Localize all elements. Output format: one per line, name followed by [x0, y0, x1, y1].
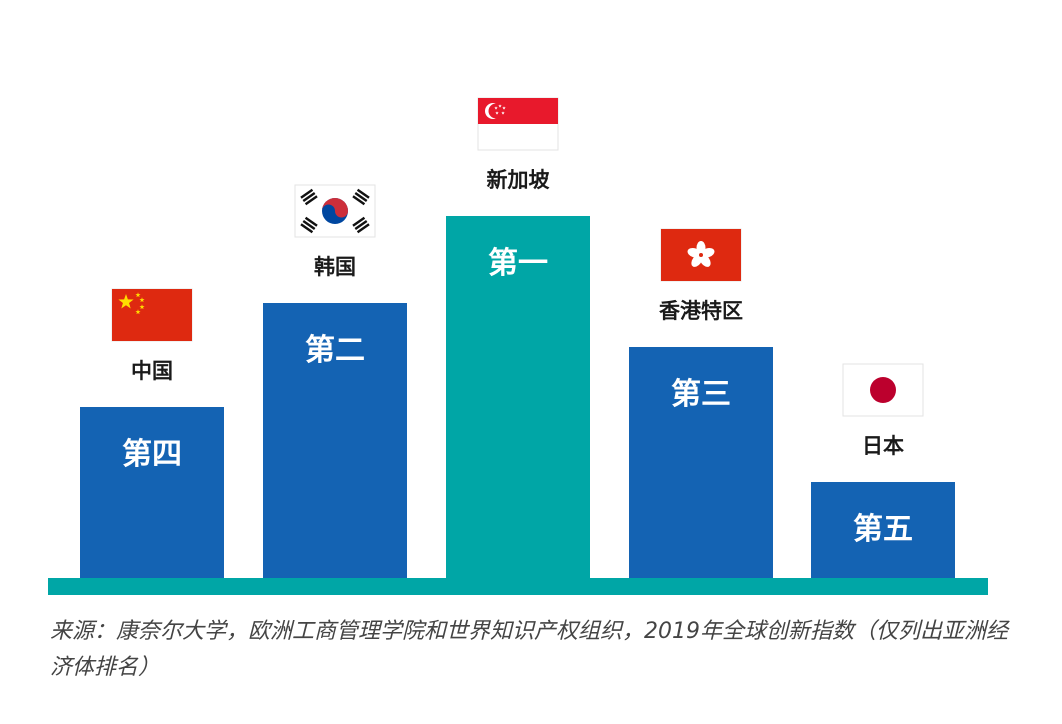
hong-kong-flag-icon: [660, 228, 742, 282]
bar-rank-label: 第二: [305, 333, 365, 368]
bar-5: [811, 482, 955, 578]
country-label: 中国: [131, 359, 173, 383]
korea-flag-icon: [294, 184, 376, 238]
bar-rank-label: 第四: [122, 437, 182, 472]
bar-rank-label: 第三: [671, 377, 731, 412]
country-label: 韩国: [314, 255, 356, 279]
country-label: 香港特区: [659, 299, 743, 323]
source-note: 来源：康奈尔大学，欧洲工商管理学院和世界知识产权组织，2019年全球创新指数（仅…: [50, 619, 1008, 680]
country-label: 新加坡: [487, 168, 550, 192]
bar-rank-label: 第一: [488, 246, 548, 281]
japan-flag-icon: [842, 363, 924, 417]
bar-4: [629, 347, 773, 578]
baseline-axis: [48, 578, 988, 595]
bar-2: [263, 303, 407, 578]
bar-1: [80, 407, 224, 578]
singapore-flag-icon: [477, 97, 559, 151]
country-label: 日本: [862, 434, 904, 458]
china-flag-icon: [111, 288, 193, 342]
bar-rank-label: 第五: [853, 512, 913, 547]
bar-3: [446, 216, 590, 578]
